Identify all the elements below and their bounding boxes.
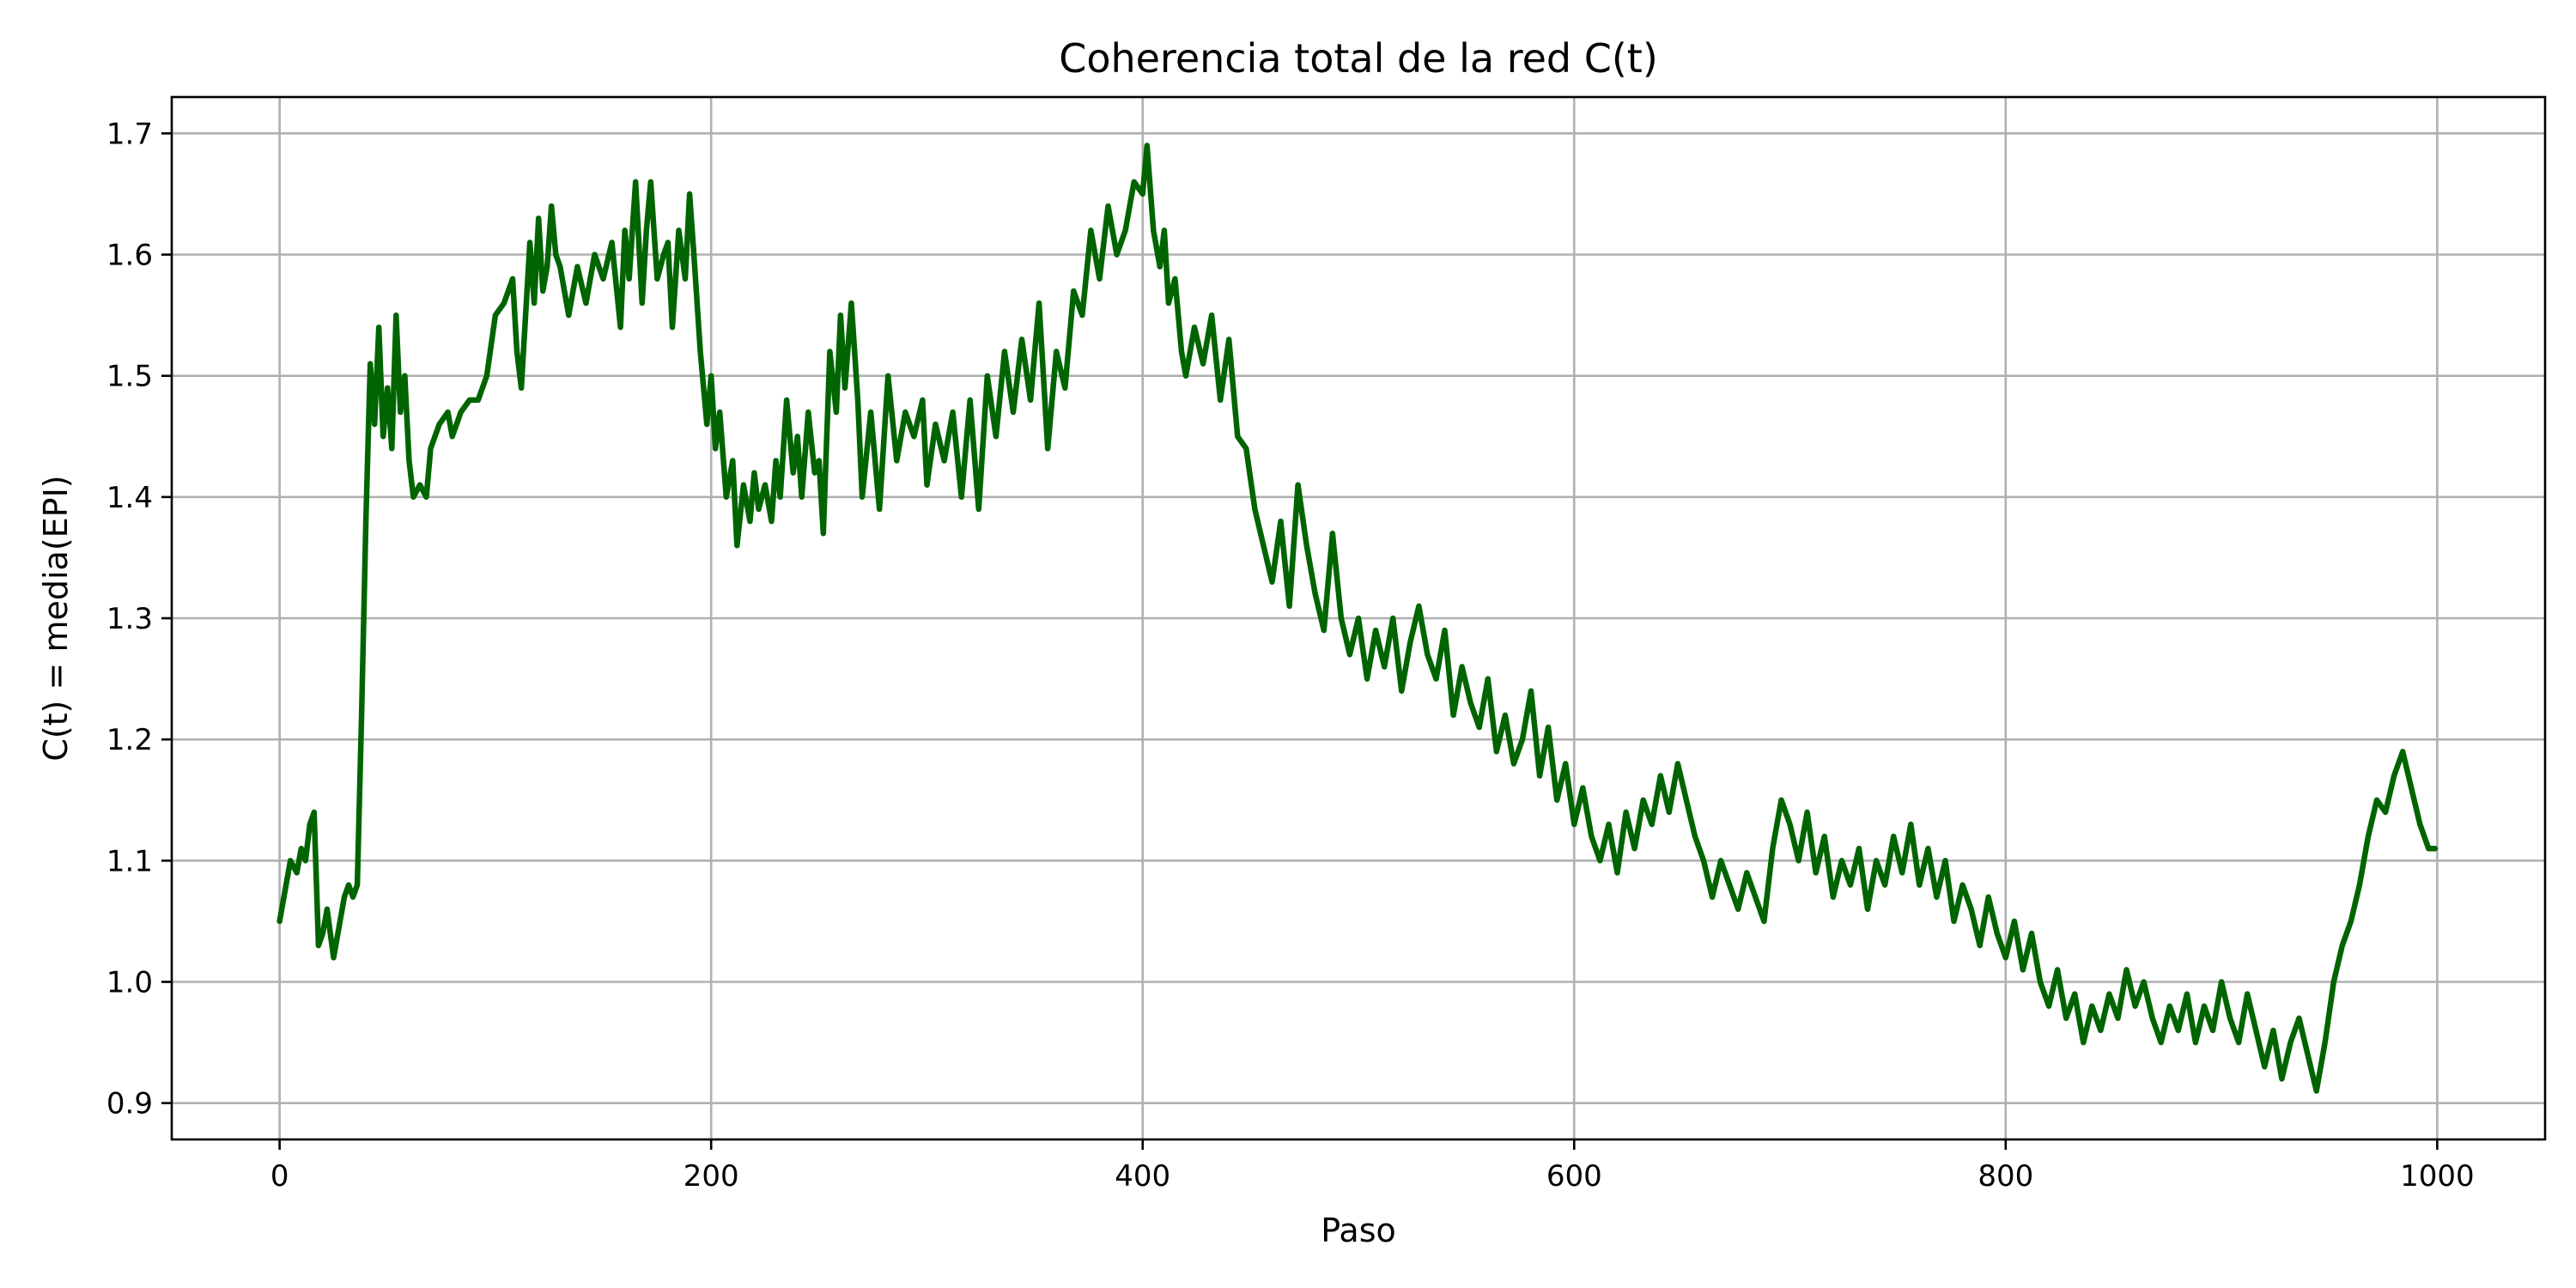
y-tick-label: 1.7 [106, 117, 153, 151]
y-tick-label: 1.2 [106, 723, 153, 757]
x-tick-label: 200 [683, 1159, 739, 1194]
y-axis-label: C(t) = media(EPI) [37, 475, 75, 761]
x-tick-label: 0 [270, 1159, 289, 1194]
y-tick-label: 1.1 [106, 844, 153, 878]
chart-title: Coherencia total de la red C(t) [1059, 35, 1658, 82]
series-line [276, 143, 2439, 1094]
grid [172, 97, 2545, 1139]
x-tick-label: 400 [1115, 1159, 1170, 1194]
x-tick-label: 600 [1546, 1159, 1602, 1194]
y-tick-label: 1.3 [106, 602, 153, 636]
y-tick-label: 1.4 [106, 481, 153, 515]
x-axis-label: Paso [1321, 1212, 1396, 1249]
y-tick-label: 1.0 [106, 965, 153, 999]
y-tick-label: 1.6 [106, 239, 153, 273]
x-tick-label: 1000 [2400, 1159, 2475, 1194]
y-tick-label: 1.5 [106, 360, 153, 394]
x-axis: 0 200 400 600 800 1000 [270, 1139, 2475, 1194]
x-tick-label: 800 [1978, 1159, 2033, 1194]
series-layer [276, 143, 2439, 1094]
y-tick-label: 0.9 [106, 1087, 153, 1121]
y-axis: 0.9 1.0 1.1 1.2 1.3 1.4 1.5 1.6 1.7 [106, 117, 172, 1121]
